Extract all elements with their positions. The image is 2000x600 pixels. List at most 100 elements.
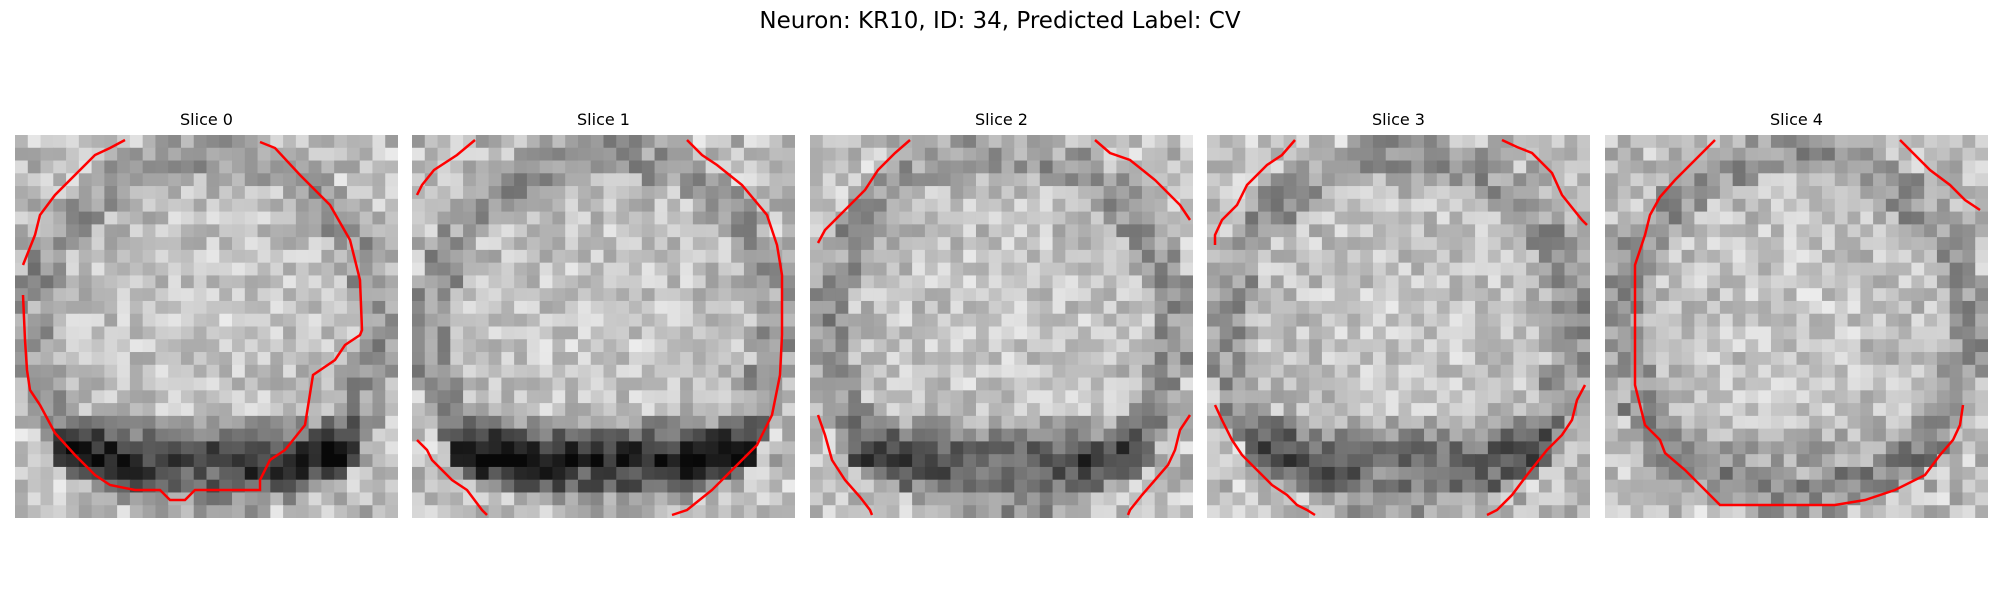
pixel bbox=[1885, 466, 1900, 481]
pixel bbox=[629, 237, 643, 251]
pixel bbox=[15, 454, 29, 468]
pixel bbox=[1065, 339, 1079, 353]
pixel bbox=[848, 377, 862, 391]
pixel bbox=[1154, 339, 1169, 353]
pixel bbox=[1860, 160, 1874, 174]
pixel bbox=[1719, 479, 1734, 494]
pixel bbox=[590, 173, 605, 187]
pixel bbox=[1538, 262, 1553, 277]
pixel bbox=[1681, 415, 1695, 430]
pixel bbox=[912, 441, 926, 455]
pixel bbox=[1538, 428, 1553, 442]
pixel bbox=[1347, 454, 1361, 468]
pixel bbox=[1809, 147, 1823, 162]
pixel bbox=[321, 466, 335, 481]
pixel bbox=[424, 364, 439, 379]
pixel bbox=[1103, 198, 1117, 213]
pixel bbox=[424, 249, 439, 264]
pixel bbox=[756, 403, 771, 417]
pixel bbox=[1116, 160, 1130, 174]
pixel bbox=[424, 492, 439, 506]
pixel bbox=[1975, 313, 1988, 328]
pixel bbox=[206, 198, 220, 213]
pixel bbox=[1796, 466, 1810, 481]
pixel bbox=[1154, 352, 1169, 366]
pixel bbox=[117, 300, 131, 315]
pixel bbox=[232, 505, 246, 518]
pixel bbox=[1052, 135, 1066, 149]
pixel bbox=[743, 160, 758, 174]
pixel bbox=[680, 441, 694, 455]
pixel bbox=[1001, 454, 1015, 468]
pixel bbox=[1911, 198, 1925, 213]
pixel bbox=[1078, 313, 1092, 328]
pixel bbox=[206, 364, 220, 379]
pixel bbox=[40, 173, 54, 187]
pixel bbox=[552, 186, 566, 200]
pixel bbox=[1822, 326, 1836, 340]
pixel bbox=[1962, 186, 1976, 200]
pixel bbox=[1898, 466, 1912, 481]
pixel bbox=[810, 466, 824, 481]
pixel bbox=[782, 262, 795, 277]
pixel bbox=[1116, 237, 1130, 251]
pixel bbox=[1707, 173, 1721, 187]
pixel bbox=[1898, 135, 1912, 149]
pixel bbox=[488, 288, 502, 302]
pixel bbox=[1526, 428, 1540, 442]
pixel bbox=[1962, 364, 1976, 379]
pixel bbox=[180, 505, 195, 518]
pixel bbox=[1564, 237, 1578, 251]
pixel bbox=[1834, 479, 1849, 494]
pixel bbox=[142, 454, 157, 468]
pixel bbox=[1564, 339, 1578, 353]
pixel bbox=[692, 364, 707, 379]
pixel bbox=[1513, 313, 1527, 328]
pixel bbox=[1847, 505, 1861, 518]
pixel bbox=[526, 390, 541, 404]
pixel bbox=[692, 339, 707, 353]
pixel bbox=[680, 160, 694, 174]
pixel bbox=[1860, 352, 1874, 366]
pixel bbox=[1270, 147, 1285, 162]
pixel bbox=[1656, 275, 1670, 289]
pixel bbox=[359, 454, 374, 468]
pixel bbox=[963, 415, 977, 430]
pixel bbox=[1707, 249, 1721, 264]
pixel bbox=[514, 288, 528, 302]
pixel bbox=[1449, 147, 1463, 162]
pixel bbox=[412, 377, 426, 391]
pixel bbox=[1449, 364, 1463, 379]
pixel bbox=[654, 300, 668, 315]
pixel bbox=[899, 224, 913, 238]
pixel bbox=[1167, 492, 1181, 506]
pixel bbox=[667, 186, 681, 200]
pixel bbox=[129, 441, 144, 455]
pixel bbox=[1321, 224, 1336, 238]
pixel bbox=[206, 237, 220, 251]
pixel bbox=[91, 415, 105, 430]
pixel bbox=[270, 428, 284, 442]
pixel bbox=[1219, 505, 1234, 518]
slice-0-image bbox=[15, 135, 398, 518]
pixel bbox=[412, 339, 426, 353]
pixel bbox=[1027, 224, 1041, 238]
pixel bbox=[1411, 390, 1425, 404]
pixel bbox=[501, 326, 515, 340]
pixel bbox=[1001, 326, 1015, 340]
pixel bbox=[321, 479, 335, 494]
pixel bbox=[1513, 390, 1527, 404]
pixel bbox=[1936, 492, 1951, 506]
pixel bbox=[886, 224, 900, 238]
pixel bbox=[1270, 428, 1285, 442]
pixel bbox=[1245, 479, 1259, 494]
pixel bbox=[526, 403, 541, 417]
pixel bbox=[1487, 466, 1502, 481]
pixel bbox=[988, 288, 1003, 302]
pixel bbox=[743, 326, 758, 340]
pixel bbox=[835, 479, 849, 494]
pixel bbox=[40, 275, 54, 289]
pixel bbox=[142, 326, 157, 340]
pixel bbox=[1245, 186, 1259, 200]
pixel bbox=[1526, 160, 1540, 174]
